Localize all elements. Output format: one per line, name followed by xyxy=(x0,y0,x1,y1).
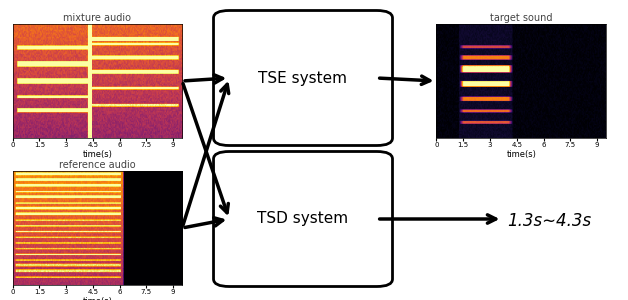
Text: TSE system: TSE system xyxy=(258,70,347,86)
Text: 1.3s∼4.3s: 1.3s∼4.3s xyxy=(507,212,592,230)
Title: reference audio: reference audio xyxy=(59,160,136,170)
X-axis label: time(s): time(s) xyxy=(82,150,112,159)
X-axis label: time(s): time(s) xyxy=(506,150,536,159)
Title: target sound: target sound xyxy=(490,13,553,23)
Title: mixture audio: mixture audio xyxy=(63,13,131,23)
Text: TSD system: TSD system xyxy=(257,212,349,226)
X-axis label: time(s): time(s) xyxy=(82,297,112,300)
